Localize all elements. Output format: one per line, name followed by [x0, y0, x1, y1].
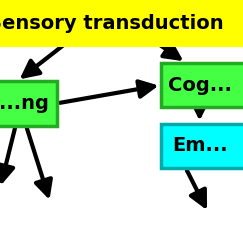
Text: Cog...: Cog...: [168, 76, 232, 95]
FancyBboxPatch shape: [0, 0, 243, 47]
Text: ...ng: ...ng: [0, 94, 49, 113]
FancyBboxPatch shape: [161, 63, 243, 107]
FancyBboxPatch shape: [161, 123, 243, 168]
Text: Sensory transduction: Sensory transduction: [0, 14, 224, 33]
FancyBboxPatch shape: [0, 81, 57, 126]
Text: Em...: Em...: [172, 136, 227, 155]
